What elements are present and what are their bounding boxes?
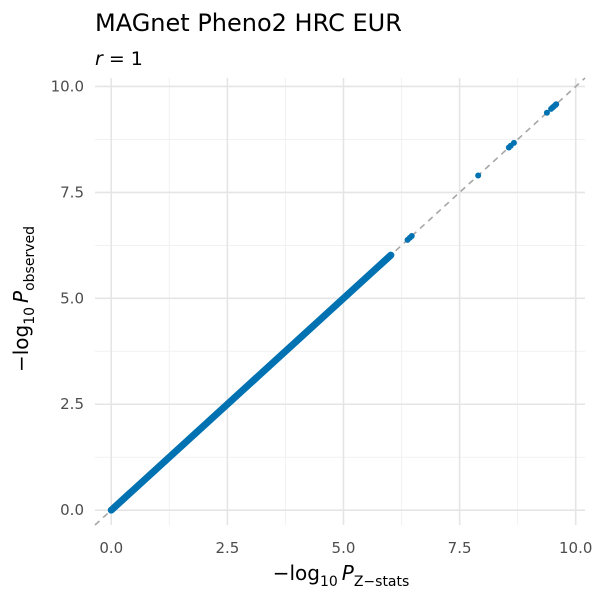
y-tick-labels: 0.0 2.5 5.0 7.5 10.0	[51, 77, 84, 519]
y-tick-label: 2.5	[60, 395, 84, 413]
y-tick-label: 5.0	[60, 289, 84, 307]
data-point	[543, 109, 550, 116]
x-tick-label: 10.0	[559, 539, 592, 557]
chart-subtitle: r = 1	[95, 48, 143, 70]
y-tick-label: 7.5	[60, 183, 84, 201]
data-point	[553, 101, 560, 108]
x-tick-label: 7.5	[448, 539, 472, 557]
data-points	[107, 101, 560, 514]
grid	[95, 78, 585, 525]
x-axis-title: −log10 PZ−stats	[273, 561, 410, 590]
y-tick-label: 0.0	[60, 501, 84, 519]
dense-point-band	[107, 251, 395, 514]
data-point	[475, 172, 482, 179]
chart-title: MAGnet Pheno2 HRC EUR	[95, 9, 402, 37]
x-tick-labels: 0.0 2.5 5.0 7.5 10.0	[99, 539, 592, 557]
data-point	[408, 233, 415, 240]
data-point	[510, 139, 517, 146]
y-axis-title: −log10Pobserved	[9, 226, 38, 372]
x-tick-label: 0.0	[99, 539, 123, 557]
y-tick-label: 10.0	[51, 77, 84, 95]
x-tick-label: 5.0	[332, 539, 356, 557]
x-tick-label: 2.5	[215, 539, 239, 557]
